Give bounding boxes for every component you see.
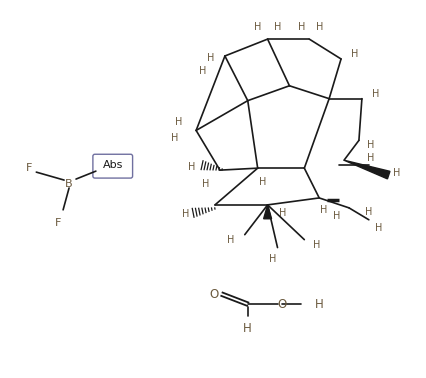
Text: H: H — [188, 162, 196, 172]
Text: H: H — [313, 240, 320, 249]
Text: H: H — [207, 53, 215, 63]
Text: Abs: Abs — [103, 160, 123, 170]
Text: F: F — [26, 163, 32, 173]
Text: H: H — [269, 254, 276, 265]
Text: H: H — [202, 179, 210, 189]
Text: H: H — [372, 89, 380, 99]
Text: H: H — [175, 118, 182, 127]
Text: H: H — [259, 177, 266, 187]
Text: H: H — [375, 223, 383, 233]
Polygon shape — [264, 205, 271, 219]
Text: H: H — [320, 205, 328, 215]
Text: B: B — [65, 179, 73, 189]
Text: O: O — [278, 297, 287, 311]
Text: H: H — [199, 66, 207, 76]
Text: H: H — [254, 22, 262, 32]
Text: F: F — [55, 218, 61, 228]
Text: H: H — [334, 211, 341, 221]
Polygon shape — [344, 160, 390, 179]
Text: H: H — [316, 22, 323, 32]
Text: H: H — [170, 133, 178, 143]
Text: H: H — [367, 153, 374, 163]
FancyBboxPatch shape — [93, 154, 132, 178]
Text: H: H — [367, 140, 374, 150]
Text: H: H — [351, 49, 359, 59]
Text: H: H — [274, 22, 281, 32]
Text: H: H — [279, 208, 286, 218]
Text: H: H — [181, 209, 189, 219]
Text: H: H — [243, 322, 252, 335]
Text: H: H — [315, 297, 324, 311]
Text: H: H — [227, 235, 235, 245]
Text: H: H — [365, 207, 372, 217]
Text: H: H — [393, 168, 400, 178]
Text: H: H — [298, 22, 305, 32]
Text: O: O — [209, 288, 219, 301]
